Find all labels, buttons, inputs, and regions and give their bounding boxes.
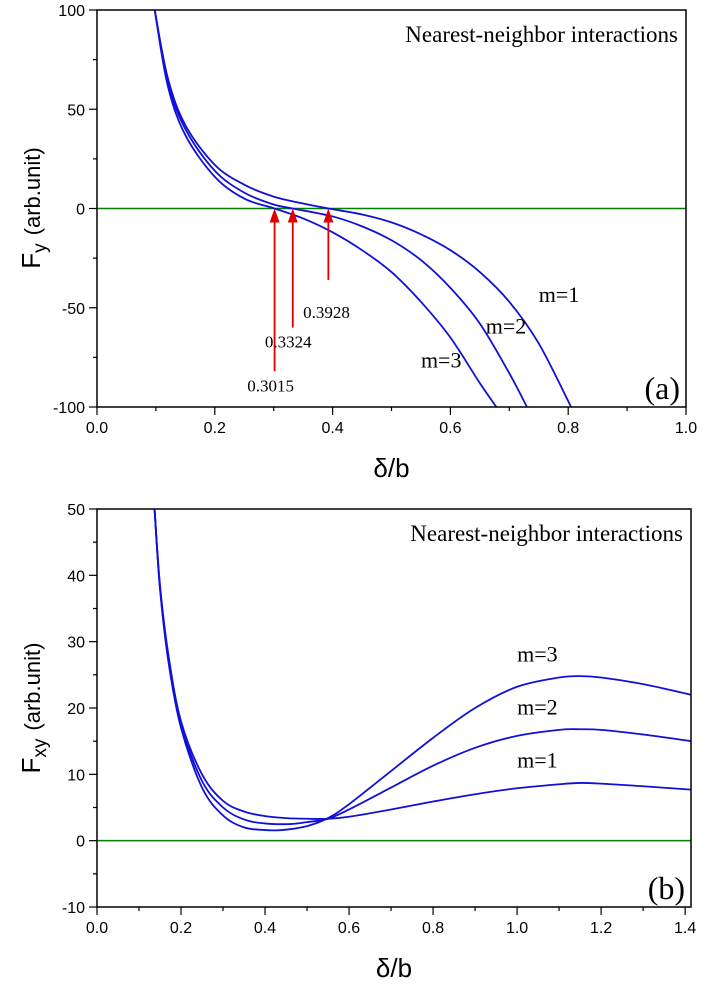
x-axis-title: δ/b	[376, 953, 412, 983]
arrow-head-0.3015	[269, 208, 280, 223]
panel-b: m=3 m=2 m=1 0.0 0.2 0.4 0.6 0.8 1.0 1.2 1.4 -10 0 10 2…	[16, 502, 696, 983]
x-tick-label: 1.4	[674, 920, 696, 937]
y-tick-label: 20	[67, 701, 85, 718]
y-axis-title-unit: (arb.unit)	[20, 643, 45, 731]
series-line-m=2	[153, 509, 691, 826]
series-label-m=1: m=1	[517, 748, 558, 773]
x-tick-label: 0.8	[422, 920, 444, 937]
series-line-m=3	[153, 10, 498, 407]
x-tick-label: 0.0	[86, 920, 108, 937]
y-axis-title: Fxy (arb.unit)	[16, 643, 51, 774]
x-tick-label: 1.0	[675, 420, 697, 437]
chart-annotation: Nearest-neighbor interactions	[405, 22, 678, 47]
y-axis-title-unit: (arb.unit)	[20, 147, 45, 235]
y-axis-title-symbol: F	[16, 253, 46, 269]
x-tick-label: 0.8	[557, 420, 579, 437]
arrow-label-0.3928: 0.3928	[303, 303, 350, 322]
y-tick-label: -10	[62, 900, 85, 917]
y-tick-label: 100	[58, 3, 85, 20]
x-tick-label: 1.2	[590, 920, 612, 937]
series-label-m=3: m=3	[517, 642, 558, 667]
arrow-label-0.3324: 0.3324	[265, 333, 312, 352]
series-label-m=2: m=2	[486, 314, 527, 339]
x-axis-title: δ/b	[373, 453, 409, 483]
y-tick-label: 50	[67, 102, 85, 119]
y-tick-label: 10	[67, 767, 85, 784]
plot-frame	[96, 508, 692, 908]
x-tick-label: 0.2	[204, 420, 226, 437]
arrow-label-0.3015: 0.3015	[247, 376, 294, 395]
y-axis-title-subscript: y	[30, 243, 51, 253]
y-axis-title: Fy (arb.unit)	[16, 147, 51, 268]
x-tick-label: 1.0	[506, 920, 528, 937]
x-tick-label: 0.4	[254, 920, 276, 937]
y-axis-title-subscript: xy	[30, 738, 51, 758]
series-line-m=1	[153, 10, 572, 407]
y-tick-label: 30	[67, 635, 85, 652]
chart-annotation: Nearest-neighbor interactions	[410, 521, 683, 546]
y-tick-label: 0	[76, 834, 85, 851]
series-line-m=3	[153, 509, 691, 832]
series-line-m=2	[153, 10, 528, 407]
y-axis-title-symbol: F	[16, 758, 46, 774]
y-tick-label: 50	[67, 502, 85, 519]
series-label-m=1: m=1	[539, 282, 580, 307]
y-tick-label: 40	[67, 568, 85, 585]
series-label-m=2: m=2	[517, 695, 558, 720]
panel-label: (b)	[648, 870, 685, 906]
panel-a: 0.3015 0.3324 0.3928 m=1 m=2 m=3 0.0 0.2 0.4 0.6 0…	[16, 3, 697, 483]
series-label-m=3: m=3	[421, 347, 462, 372]
x-tick-label: 0.6	[439, 420, 461, 437]
arrow-head-0.3324	[287, 208, 298, 223]
series-line-m=1	[153, 509, 691, 820]
y-tick-label: -100	[53, 400, 85, 417]
y-tick-label: -50	[62, 301, 85, 318]
x-tick-label: 0.6	[338, 920, 360, 937]
x-tick-label: 0.0	[86, 420, 108, 437]
y-tick-label: 0	[76, 202, 85, 219]
x-tick-label: 0.2	[170, 920, 192, 937]
x-tick-label: 0.4	[321, 420, 343, 437]
panel-label: (a)	[644, 370, 680, 406]
arrow-head-0.3928	[323, 208, 334, 223]
